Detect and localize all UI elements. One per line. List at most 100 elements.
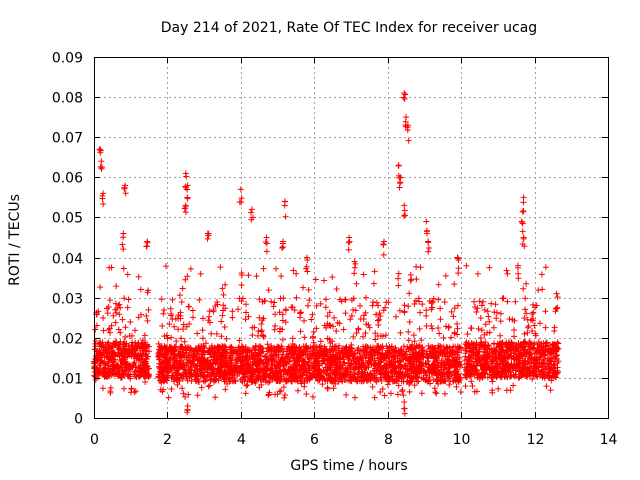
- data-point: [330, 352, 337, 359]
- data-point: [529, 345, 536, 352]
- data-point: [141, 339, 148, 346]
- data-point: [508, 360, 515, 367]
- data-point: [279, 336, 286, 343]
- data-point: [107, 329, 114, 336]
- data-point: [199, 373, 206, 380]
- data-point: [329, 274, 336, 281]
- data-point: [168, 312, 175, 319]
- data-point: [359, 368, 366, 375]
- data-point: [404, 378, 411, 385]
- data-point: [340, 326, 347, 333]
- data-point: [554, 294, 561, 301]
- data-point: [462, 383, 469, 390]
- data-point: [131, 368, 138, 375]
- data-point: [405, 137, 412, 144]
- data-point: [551, 361, 558, 368]
- data-point: [268, 361, 275, 368]
- data-point: [251, 324, 258, 331]
- data-point: [168, 385, 175, 392]
- x-tick-label: 14: [600, 432, 618, 448]
- data-point: [526, 348, 533, 355]
- data-point: [343, 391, 350, 398]
- data-point: [542, 308, 549, 315]
- x-tick-label: 6: [310, 432, 319, 448]
- data-point: [367, 356, 374, 363]
- data-point: [170, 355, 177, 362]
- data-point: [217, 370, 224, 377]
- data-point: [515, 374, 522, 381]
- data-point: [487, 356, 494, 363]
- data-point: [370, 280, 377, 287]
- data-point: [457, 388, 464, 395]
- data-point: [171, 323, 178, 330]
- data-point: [409, 375, 416, 382]
- data-point: [488, 367, 495, 374]
- data-point: [120, 234, 127, 241]
- data-point: [380, 251, 387, 258]
- data-point: [121, 366, 128, 373]
- data-point: [350, 333, 357, 340]
- data-point: [127, 371, 134, 378]
- data-point: [503, 361, 510, 368]
- data-point: [335, 378, 342, 385]
- data-point: [358, 364, 365, 371]
- data-point: [336, 374, 343, 381]
- data-point: [142, 379, 149, 386]
- data-point: [442, 323, 449, 330]
- data-point: [384, 347, 391, 354]
- data-point: [521, 314, 528, 321]
- data-point: [168, 334, 175, 341]
- data-point: [206, 382, 213, 389]
- data-point: [310, 328, 317, 335]
- data-point: [245, 313, 252, 320]
- data-point: [473, 341, 480, 348]
- data-point: [385, 353, 392, 360]
- data-point: [408, 276, 415, 283]
- data-point: [499, 295, 506, 302]
- data-point: [170, 375, 177, 382]
- data-point: [263, 248, 270, 255]
- data-point: [306, 355, 313, 362]
- data-point: [398, 346, 405, 353]
- data-point: [198, 384, 205, 391]
- data-point: [124, 304, 131, 311]
- data-point: [497, 318, 504, 325]
- data-point: [129, 341, 136, 348]
- data-point: [428, 300, 435, 307]
- data-point: [116, 345, 123, 352]
- data-point: [259, 376, 266, 383]
- data-point: [427, 380, 434, 387]
- data-point: [110, 340, 117, 347]
- data-point: [303, 265, 310, 272]
- data-point: [184, 377, 191, 384]
- data-point: [468, 339, 475, 346]
- data-point: [542, 347, 549, 354]
- data-point: [478, 327, 485, 334]
- data-point: [282, 319, 289, 326]
- data-point: [445, 368, 452, 375]
- data-point: [202, 365, 209, 372]
- data-point: [407, 379, 414, 386]
- data-point: [164, 350, 171, 357]
- data-point: [497, 332, 504, 339]
- data-point: [98, 165, 105, 172]
- data-point: [116, 311, 123, 318]
- data-point: [362, 374, 369, 381]
- data-point: [417, 365, 424, 372]
- data-point: [119, 241, 126, 248]
- data-point: [313, 325, 320, 332]
- data-point: [395, 275, 402, 282]
- data-point: [265, 344, 272, 351]
- data-point: [520, 285, 527, 292]
- data-point: [333, 356, 340, 363]
- data-point: [423, 307, 430, 314]
- data-point: [366, 360, 373, 367]
- data-point: [107, 367, 114, 374]
- data-point: [234, 351, 241, 358]
- data-point: [327, 340, 334, 347]
- chart-title: Day 214 of 2021, Rate Of TEC Index for r…: [161, 20, 537, 36]
- data-point: [407, 363, 414, 370]
- data-point: [453, 367, 460, 374]
- data-point: [432, 354, 439, 361]
- data-point: [484, 350, 491, 357]
